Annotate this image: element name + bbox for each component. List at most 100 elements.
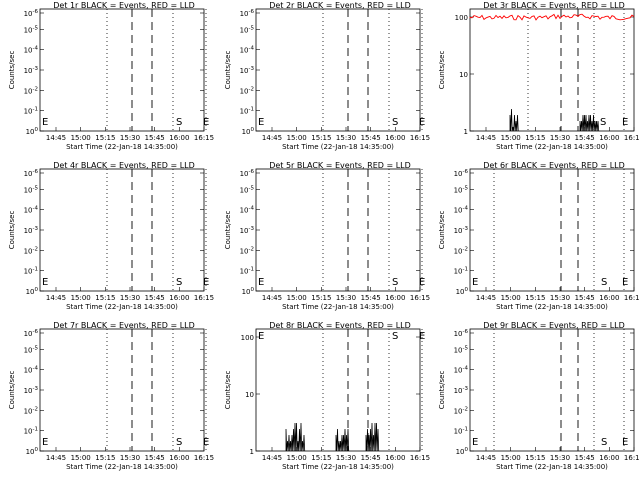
edge-marker: E: [258, 331, 264, 342]
y-tick-label: 10-5: [454, 345, 469, 354]
x-tick-label: 15:45: [575, 454, 595, 462]
events-trace: [579, 114, 600, 132]
start-marker: S: [176, 437, 182, 448]
x-tick-label: 15:00: [71, 134, 91, 142]
x-tick-label: 15:15: [311, 454, 331, 462]
x-tick-label: 14:45: [476, 134, 496, 142]
end-marker: E: [419, 331, 425, 342]
x-tick-label: 15:00: [287, 294, 307, 302]
y-tick-label: 10-4: [454, 206, 469, 215]
events-trace: [335, 428, 350, 452]
x-tick-label: 15:30: [120, 134, 140, 142]
y-tick-label: 10-1: [454, 267, 468, 276]
y-tick-label: 10-3: [24, 66, 39, 75]
y-tick-label: 10-5: [240, 185, 255, 194]
y-tick-label: 100: [456, 447, 469, 456]
panel-det-2: Det 2r BLACK = Events, RED = LLD 100 10-1 1…: [224, 1, 430, 151]
y-tick-label: 10-1: [24, 427, 38, 436]
end-marker: E: [203, 437, 209, 448]
start-marker: S: [600, 117, 606, 128]
y-tick-label: 10-5: [454, 185, 469, 194]
y-tick-label: 10-2: [24, 406, 38, 415]
y-axis-label: Counts/sec: [224, 371, 232, 410]
x-tick-label: 14:45: [262, 134, 282, 142]
x-tick-label: 15:15: [525, 294, 545, 302]
x-tick-label: 16:15: [410, 134, 430, 142]
x-tick-label: 16:15: [410, 294, 430, 302]
x-tick-label: 15:45: [575, 134, 595, 142]
x-tick-label: 14:45: [262, 294, 282, 302]
y-tick-label: 10-2: [240, 86, 254, 95]
x-axis-label: Start Time (22-Jan-18 14:35:00): [282, 303, 394, 311]
y-tick-label: 100: [455, 14, 468, 22]
plot-frame: [255, 168, 421, 292]
x-tick-label: 15:45: [145, 454, 165, 462]
panel-det-5: Det 5r BLACK = Events, RED = LLD 100 10-1 1…: [224, 161, 430, 311]
events-trace: [509, 108, 519, 132]
x-tick-label: 14:45: [262, 454, 282, 462]
x-axis-label: Start Time (22-Jan-18 14:35:00): [496, 463, 608, 471]
panel-title: Det 6r BLACK = Events, RED = LLD: [483, 161, 625, 170]
lld-trace: [469, 13, 635, 21]
y-tick-label: 100: [26, 127, 39, 136]
y-tick-label: 10-6: [240, 169, 255, 178]
y-tick-label: 100: [456, 287, 469, 296]
y-axis-label: Counts/sec: [438, 51, 446, 90]
y-tick-label: 10-4: [24, 206, 39, 215]
panel-det-1: Det 1r BLACK = Events, RED = LLD 100 10-1 1…: [8, 1, 214, 151]
x-axis-label: Start Time (22-Jan-18 14:35:00): [282, 143, 394, 151]
y-tick-label: 10: [459, 71, 468, 79]
x-axis-label: Start Time (22-Jan-18 14:35:00): [66, 303, 178, 311]
x-tick-label: 15:30: [120, 294, 140, 302]
panel-title: Det 2r BLACK = Events, RED = LLD: [269, 1, 411, 10]
y-axis-label: Counts/sec: [224, 51, 232, 90]
x-tick-label: 16:00: [169, 294, 189, 302]
panel-det-9: Det 9r BLACK = Events, RED = LLD 100 10-1 1…: [438, 321, 640, 471]
y-tick-label: 10-3: [454, 226, 469, 235]
y-tick-label: 10-4: [24, 366, 39, 375]
x-tick-label: 15:15: [95, 454, 115, 462]
x-tick-label: 16:00: [169, 454, 189, 462]
start-marker: S: [392, 277, 398, 288]
y-axis-label: Counts/sec: [8, 51, 16, 90]
x-tick-label: 15:00: [501, 454, 521, 462]
end-marker: E: [419, 117, 425, 128]
y-tick-label: 10-1: [24, 267, 38, 276]
plot-frame: [469, 328, 635, 452]
y-tick-label: 10-2: [454, 406, 468, 415]
start-marker: S: [176, 277, 182, 288]
x-tick-label: 15:30: [550, 294, 570, 302]
y-axis-label: Counts/sec: [224, 211, 232, 250]
x-tick-label: 16:15: [624, 134, 640, 142]
x-tick-label: 15:30: [336, 454, 356, 462]
x-tick-label: 15:15: [311, 294, 331, 302]
y-tick-label: 10-4: [24, 46, 39, 55]
y-tick-label: 10-1: [240, 107, 254, 116]
x-tick-label: 15:00: [501, 294, 521, 302]
panel-title: Det 7r BLACK = Events, RED = LLD: [53, 321, 195, 330]
y-tick-label: 10-5: [24, 345, 39, 354]
x-tick-label: 15:00: [71, 294, 91, 302]
x-axis-label: Start Time (22-Jan-18 14:35:00): [282, 463, 394, 471]
y-tick-label: 1: [250, 448, 254, 456]
end-marker: E: [622, 117, 628, 128]
x-tick-label: 15:15: [525, 134, 545, 142]
end-marker: E: [622, 277, 628, 288]
x-tick-label: 15:45: [361, 294, 381, 302]
x-tick-label: 15:15: [311, 134, 331, 142]
edge-marker: E: [42, 117, 48, 128]
panel-det-8: Det 8r BLACK = Events, RED = LLD 1 10 100 14…: [224, 321, 430, 471]
y-tick-label: 10-5: [24, 25, 39, 34]
y-tick-label: 10: [245, 391, 254, 399]
edge-marker: E: [42, 437, 48, 448]
x-axis-label: Start Time (22-Jan-18 14:35:00): [66, 463, 178, 471]
x-tick-label: 15:30: [336, 294, 356, 302]
panel-det-3: Det 3r BLACK = Events, RED = LLD 1 10 100 14…: [438, 1, 640, 151]
end-marker: E: [622, 437, 628, 448]
edge-marker: E: [258, 117, 264, 128]
events-trace: [365, 422, 380, 452]
y-axis-label: Counts/sec: [438, 211, 446, 250]
x-tick-label: 15:30: [120, 454, 140, 462]
x-tick-label: 15:30: [550, 134, 570, 142]
end-marker: E: [203, 117, 209, 128]
